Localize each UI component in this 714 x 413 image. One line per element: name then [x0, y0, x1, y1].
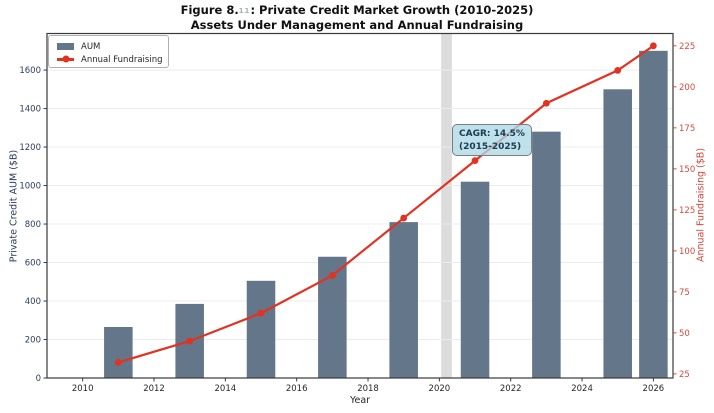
title-suffix: : Private Credit Market Growth (2010-202… — [250, 3, 534, 17]
right-tick-label: 150 — [679, 165, 695, 175]
fundraising-marker-2025 — [614, 67, 622, 74]
left-tick-label: 200 — [25, 336, 41, 346]
aum-bar-2019 — [389, 222, 418, 378]
x-tick-label: 2016 — [286, 384, 308, 394]
left-tick-label: 1400 — [19, 105, 41, 115]
legend-fundraising-label: Annual Fundraising — [81, 54, 163, 65]
fundraising-marker-2013 — [186, 337, 194, 345]
left-tick-label: 0 — [36, 374, 41, 384]
fundraising-marker-2023 — [542, 99, 550, 107]
cagr-annotation: CAGR: 14.5% (2015-2025) — [452, 124, 532, 156]
fundraising-marker-2017 — [328, 272, 336, 279]
aum-bar-2025 — [603, 89, 632, 378]
aum-swatch-icon — [57, 43, 74, 50]
legend: AUM Annual Fundraising — [48, 35, 169, 68]
aum-bar-2015 — [246, 280, 276, 378]
fundraising-marker-2011 — [114, 359, 122, 366]
title-glyph-artifact: 11 — [238, 7, 251, 15]
figure-subtitle: Assets Under Management and Annual Fundr… — [190, 18, 524, 32]
left-tick-label: 800 — [25, 220, 41, 230]
cagr-annotation-line2: (2015-2025) — [459, 141, 522, 152]
legend-aum-label: AUM — [81, 41, 101, 52]
left-tick-label: 1000 — [19, 182, 41, 192]
left-tick-label: 600 — [25, 259, 41, 269]
right-tick-label: 200 — [679, 83, 695, 93]
left-tick-label: 1200 — [19, 143, 41, 153]
title-line-1: Figure 8.11: Private Credit Market Growt… — [0, 3, 714, 18]
left-tick-label: 1600 — [19, 66, 41, 76]
x-axis-label: Year — [349, 395, 371, 406]
left-tick-label: 400 — [25, 297, 41, 307]
axes-spines — [46, 32, 674, 379]
x-tick-label: 2026 — [643, 384, 665, 394]
title-prefix: Figure 8. — [180, 3, 239, 17]
highlight-band-2020 — [441, 33, 452, 378]
right-tick-label: 25 — [679, 370, 690, 380]
x-tick-label: 2010 — [72, 384, 94, 394]
aum-bar-2026 — [639, 50, 668, 378]
x-tick-label: 2020 — [429, 384, 451, 394]
x-tick-label: 2012 — [143, 384, 165, 394]
aum-bar-2021 — [460, 181, 490, 378]
right-tick-label: 100 — [679, 247, 695, 257]
right-tick-label: 50 — [679, 329, 690, 339]
legend-entry-fundraising: Annual Fundraising — [57, 53, 162, 66]
right-tick-label: 175 — [679, 124, 695, 134]
right-tick-label: 75 — [679, 288, 690, 298]
fundraising-marker-2019 — [400, 214, 408, 222]
fundraising-marker-2015 — [257, 309, 265, 317]
legend-entry-aum: AUM — [57, 40, 162, 53]
x-tick-label: 2018 — [357, 384, 379, 394]
x-tick-label: 2024 — [571, 384, 593, 394]
figure-title: Figure 8.11: Private Credit Market Growt… — [0, 3, 714, 32]
cagr-annotation-line1: CAGR: 14.5% — [459, 129, 525, 139]
x-tick-label: 2022 — [500, 384, 522, 394]
aum-bar-2011 — [104, 326, 133, 378]
right-tick-label: 125 — [679, 206, 695, 216]
x-tick-label: 2014 — [215, 384, 237, 394]
right-tick-label: 225 — [679, 42, 695, 52]
fundraising-marker-2021 — [471, 157, 479, 165]
aum-bar-2023 — [532, 131, 561, 378]
fundraising-marker-2026 — [649, 42, 657, 50]
fundraising-line-marker-icon — [57, 55, 74, 63]
